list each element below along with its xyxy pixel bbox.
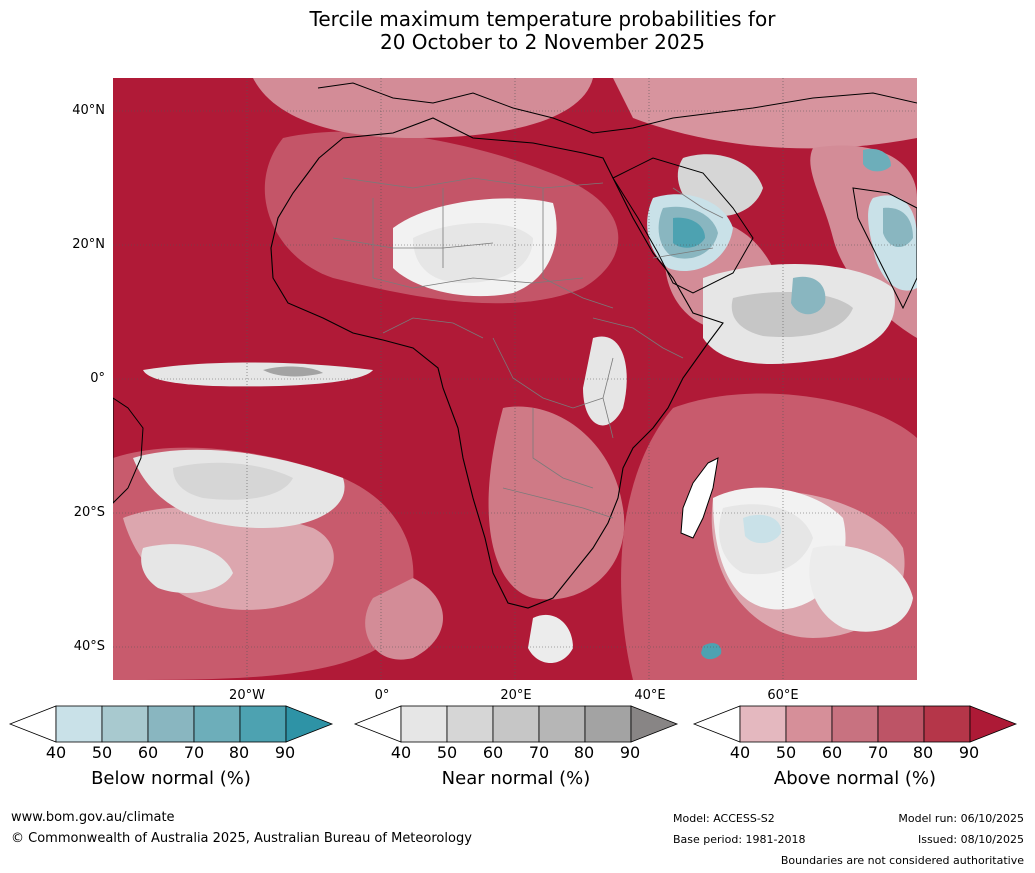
footer-issued: Issued: 08/10/2025 [917, 833, 1024, 846]
near-colorbar-segment [492, 705, 540, 743]
colorbar-near-label: Near normal (%) [441, 768, 591, 789]
above-tick-80: 80 [912, 743, 934, 762]
probability-map [113, 78, 917, 680]
above-normal-light-zones [113, 78, 917, 680]
lon-label-40e: 40°E [634, 688, 666, 703]
below-tick-40: 40 [45, 743, 67, 762]
below-tick-90: 90 [274, 743, 296, 762]
below-tick-50: 50 [91, 743, 113, 762]
map-canvas [113, 78, 917, 680]
below-colorbar-segment [55, 705, 103, 743]
near-colorbar-max-triangle [630, 705, 679, 743]
near-normal-zones [133, 154, 913, 663]
lon-label-60e: 60°E [767, 688, 799, 703]
lat-label-40n: 40°N [72, 103, 105, 118]
above-colorbar-max-triangle [969, 705, 1018, 743]
near-colorbar-min-triangle [353, 705, 402, 743]
colorbar-above-normal [692, 705, 1018, 743]
madagascar-coastline [680, 457, 719, 539]
above-tick-40: 40 [729, 743, 751, 762]
below-colorbar-segment [239, 705, 287, 743]
africa-coastline [270, 117, 724, 609]
above-colorbar-segment [877, 705, 925, 743]
near-colorbar-segment [400, 705, 448, 743]
below-tick-60: 60 [137, 743, 159, 762]
colorbar-above-ticks: 40 50 60 70 80 90 [694, 743, 1016, 763]
below-colorbar-max-triangle [285, 705, 334, 743]
above-colorbar-segment [785, 705, 833, 743]
above-colorbar-segment [831, 705, 879, 743]
footer-model-run: Model run: 06/10/2025 [898, 812, 1024, 825]
arabia-coastline [612, 157, 754, 294]
lon-label-20w: 20°W [229, 688, 265, 703]
lon-label-0: 0° [374, 688, 390, 703]
colorbar-near-normal [353, 705, 679, 743]
below-colorbar-segment [147, 705, 195, 743]
below-colorbar-segment [101, 705, 149, 743]
footer-website: www.bom.gov.au/climate [11, 810, 175, 825]
lat-label-20s: 20°S [73, 505, 105, 520]
above-tick-50: 50 [775, 743, 797, 762]
colorbar-above-label: Above normal (%) [773, 768, 937, 789]
title-line-2: 20 October to 2 November 2025 [379, 30, 706, 54]
near-tick-90: 90 [619, 743, 641, 762]
colorbar-near-ticks: 40 50 60 70 80 90 [355, 743, 677, 763]
near-colorbar-segment [584, 705, 632, 743]
near-tick-40: 40 [390, 743, 412, 762]
below-tick-70: 70 [183, 743, 205, 762]
country-borders [332, 177, 724, 519]
colorbar-near-svg [353, 705, 679, 743]
footer-disclaimer: Boundaries are not considered authoritat… [780, 854, 1024, 867]
near-colorbar-segment [538, 705, 586, 743]
colorbar-below-svg [8, 705, 334, 743]
near-tick-60: 60 [482, 743, 504, 762]
above-colorbar-min-triangle [692, 705, 741, 743]
colorbar-above-svg [692, 705, 1018, 743]
near-colorbar-segment [446, 705, 494, 743]
below-colorbar-segment [193, 705, 241, 743]
above-colorbar-segment [923, 705, 971, 743]
above-tick-60: 60 [821, 743, 843, 762]
lat-label-40s: 40°S [73, 639, 105, 654]
above-tick-70: 70 [867, 743, 889, 762]
lat-label-20n: 20°N [72, 237, 105, 252]
footer-base-period: Base period: 1981-2018 [673, 833, 806, 846]
near-tick-70: 70 [528, 743, 550, 762]
europe-coastline [317, 82, 917, 134]
graticule [113, 78, 917, 680]
below-colorbar-min-triangle [8, 705, 57, 743]
south-america-coastline [113, 397, 144, 504]
map-title: Tercile maximum temperature probabilitie… [0, 8, 1035, 54]
footer-model: Model: ACCESS-S2 [673, 812, 775, 825]
near-tick-50: 50 [436, 743, 458, 762]
above-colorbar-segment [739, 705, 787, 743]
near-tick-80: 80 [573, 743, 595, 762]
lon-label-20e: 20°E [500, 688, 532, 703]
above-tick-90: 90 [958, 743, 980, 762]
footer-copyright: © Commonwealth of Australia 2025, Austra… [11, 831, 472, 846]
lat-label-0: 0° [90, 371, 105, 386]
below-tick-80: 80 [228, 743, 250, 762]
india-coastline [852, 187, 917, 310]
colorbar-below-label: Below normal (%) [91, 768, 251, 789]
title-line-1: Tercile maximum temperature probabilitie… [309, 7, 776, 31]
colorbar-below-normal [8, 705, 334, 743]
colorbar-below-ticks: 40 50 60 70 80 90 [10, 743, 332, 763]
